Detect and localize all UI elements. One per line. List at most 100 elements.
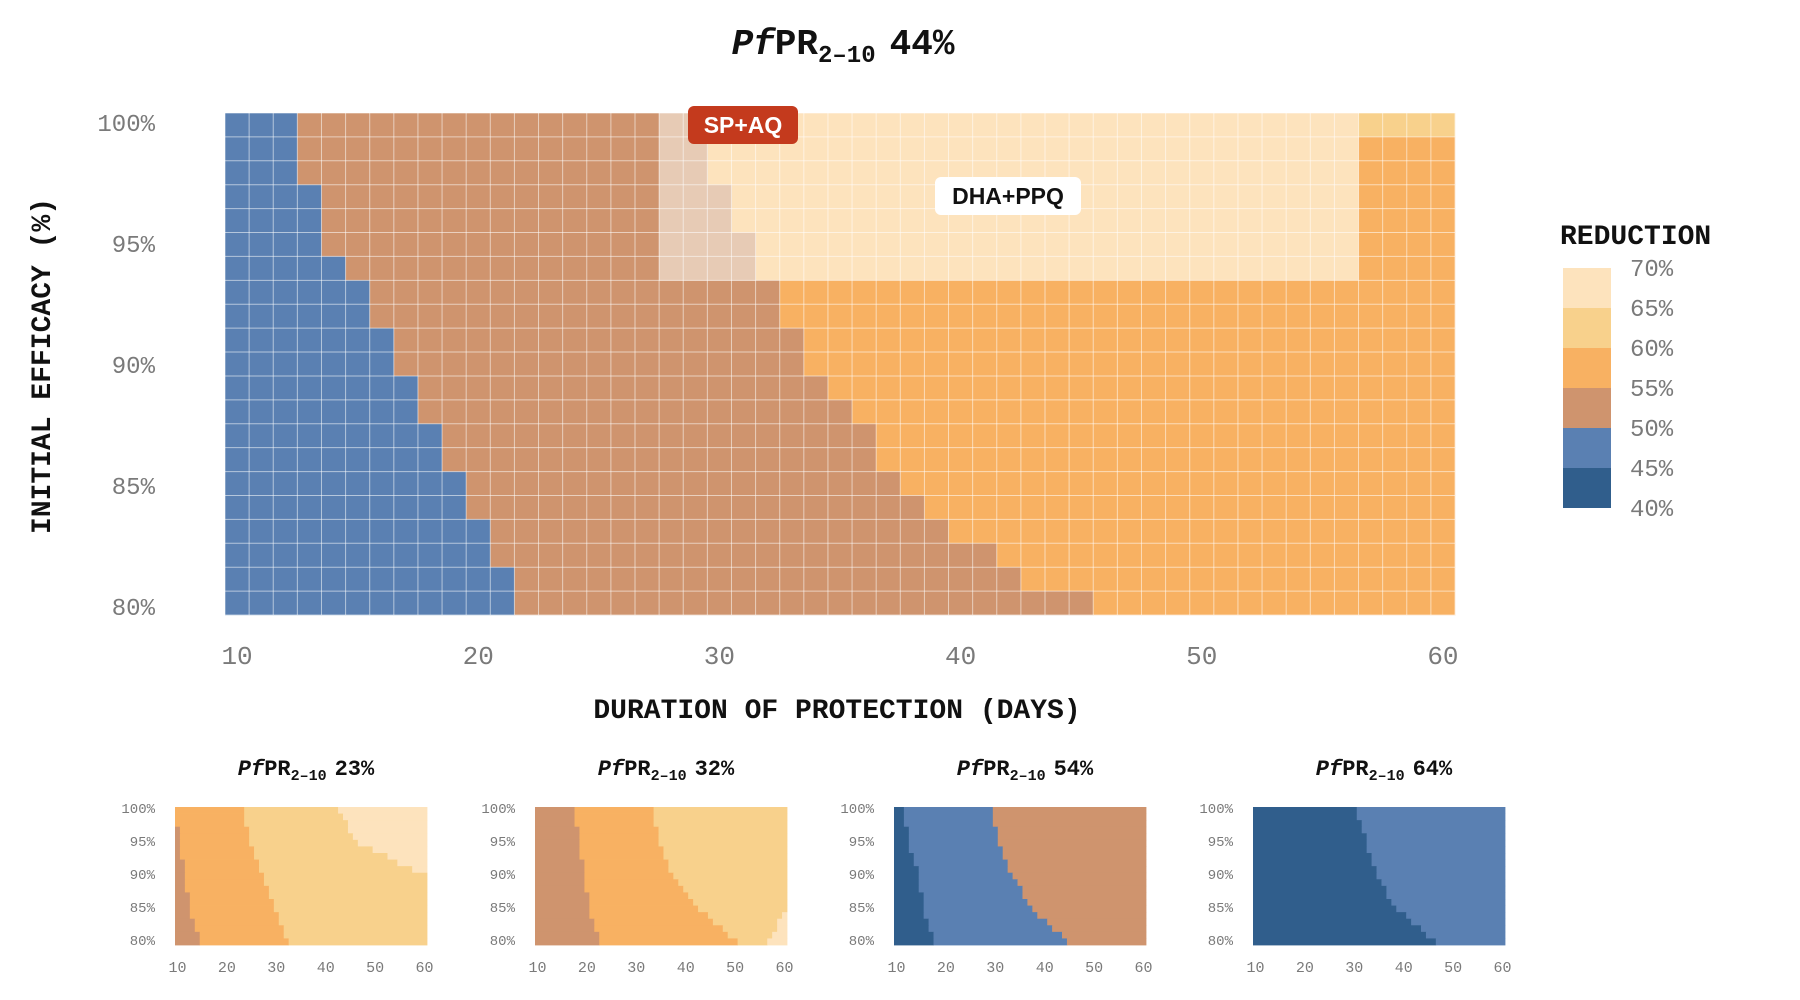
small-heatmap-segment	[903, 807, 994, 814]
small-heatmap-segment	[668, 866, 788, 874]
small-heatmap-segment	[254, 846, 374, 854]
small-heatmap-segment	[1425, 931, 1506, 939]
small-heatmap-segment	[189, 905, 275, 913]
small-heatmap-segment	[1032, 905, 1147, 913]
small-heatmap-segment	[175, 872, 186, 880]
small-heatmap-segment	[199, 931, 285, 939]
heatmap-band-segment	[225, 352, 395, 377]
small-x-tick-label: 40	[1036, 960, 1054, 977]
small-heatmap-segment	[894, 859, 915, 867]
small-heatmap-segment	[1022, 885, 1147, 893]
small-heatmap-segment	[903, 813, 994, 821]
small-heatmap-segment	[1253, 938, 1437, 946]
small-heatmap-segment	[1435, 938, 1506, 946]
small-heatmap-segment	[894, 853, 915, 860]
small-heatmap-segment	[1066, 938, 1147, 946]
small-heatmap-segment	[668, 859, 788, 867]
small-x-tick-label: 50	[1444, 960, 1462, 977]
small-y-tick-label: 95%	[1208, 835, 1234, 851]
small-panel-title: PfPR2–10 23%	[238, 757, 375, 785]
small-heatmap-segment	[894, 879, 920, 887]
small-heatmap-segment	[175, 899, 191, 906]
small-heatmap-segment	[908, 826, 999, 834]
main-x-label: DURATION OF PROTECTION (DAYS)	[593, 696, 1080, 727]
small-heatmap-segment	[918, 879, 1018, 887]
legend-label: 55%	[1630, 377, 1674, 404]
small-title-sub: 2–10	[1010, 768, 1046, 785]
small-heatmap-segment	[175, 905, 191, 913]
main-title-sub: 2–10	[818, 43, 876, 70]
small-heatmap-segment	[574, 820, 654, 828]
small-heatmap-segment	[535, 839, 580, 847]
small-heatmap-segment	[1253, 846, 1368, 854]
main-y-ticks: 100% 95% 90% 85% 80%	[97, 112, 155, 623]
small-heatmap-segment	[663, 846, 788, 854]
small-heatmap-segment	[894, 892, 925, 900]
small-heatmap-segment	[535, 866, 585, 874]
small-heatmap-segment	[535, 912, 590, 920]
small-heatmap-segment	[372, 846, 428, 854]
small-heatmap-segment	[175, 807, 245, 814]
heatmap-band-segment	[297, 160, 660, 186]
small-heatmap-segment	[894, 820, 905, 828]
small-heatmap-segment	[1253, 820, 1363, 828]
small-heatmap-segment	[184, 872, 265, 880]
small-heatmap-segment	[535, 813, 575, 821]
small-heatmap-segment	[175, 885, 186, 893]
small-heatmap-segment	[199, 938, 290, 946]
legend-label: 70%	[1630, 257, 1674, 284]
small-y-tick-label: 80%	[849, 934, 875, 950]
small-title-main: PR	[624, 757, 651, 782]
small-heatmap-segment	[535, 879, 585, 887]
small-y-tick-label: 90%	[130, 868, 156, 884]
small-heatmap-segment	[535, 925, 595, 933]
legend-swatch	[1563, 348, 1611, 388]
small-heatmap-segment	[589, 905, 699, 913]
small-heatmap-segment	[894, 813, 905, 821]
small-x-tick-label: 40	[1395, 960, 1413, 977]
small-heatmap-segment	[594, 925, 724, 933]
small-title-sub: 2–10	[651, 768, 687, 785]
dha-ppq-box	[935, 177, 1081, 215]
small-y-tick-label: 80%	[130, 934, 156, 950]
small-y-tick-label: 85%	[1208, 901, 1234, 917]
dha-ppq-label: DHA+PPQ	[952, 183, 1064, 209]
legend-label: 60%	[1630, 337, 1674, 364]
small-heatmap-segment	[347, 820, 428, 828]
small-heatmap-segment	[249, 826, 349, 834]
small-heatmap-segment	[535, 872, 585, 880]
small-heatmap-segment	[184, 866, 260, 874]
small-heatmap-segment	[658, 839, 788, 847]
small-heatmap-segment	[244, 820, 349, 828]
small-y-tick-label: 90%	[849, 868, 875, 884]
sp-aq-highlight-cell	[659, 208, 732, 233]
heatmap-band-segment	[225, 256, 346, 281]
small-heatmap-segment	[278, 912, 428, 920]
small-heatmap-segment	[894, 826, 910, 834]
small-heatmap-segment	[184, 879, 265, 887]
small-heatmap-segment	[175, 912, 191, 920]
small-heatmap-segment	[1253, 931, 1427, 939]
main-title-prefix: Pf	[732, 24, 777, 65]
small-y-tick-label: 100%	[840, 802, 874, 818]
heatmap-band-segment	[490, 543, 998, 568]
small-heatmap-segment	[263, 872, 428, 880]
small-heatmap-segment	[175, 826, 181, 834]
small-heatmap-segment	[175, 879, 186, 887]
small-y-tick-label: 85%	[490, 901, 516, 917]
heatmap-band-segment	[225, 543, 491, 568]
small-heatmap-segment	[1356, 807, 1506, 814]
small-heatmap-segment	[535, 853, 580, 860]
small-heatmap-segment	[894, 931, 934, 939]
heatmap-band-segment	[996, 543, 1456, 568]
small-heatmap-segment	[894, 833, 910, 841]
small-panel-4: PfPR2–10 64% 100% 95% 90% 85% 80% 10 20 30 40 50 60	[1199, 757, 1511, 977]
small-heatmap-segment	[259, 859, 398, 867]
small-heatmap-segment	[1002, 846, 1147, 854]
small-heatmap-segment	[1376, 866, 1506, 874]
small-heatmap-segment	[928, 918, 1048, 926]
main-title-value: 44%	[890, 24, 955, 65]
small-heatmap-segment	[535, 905, 590, 913]
small-heatmap-segment	[894, 912, 925, 920]
legend-swatch	[1563, 308, 1611, 348]
